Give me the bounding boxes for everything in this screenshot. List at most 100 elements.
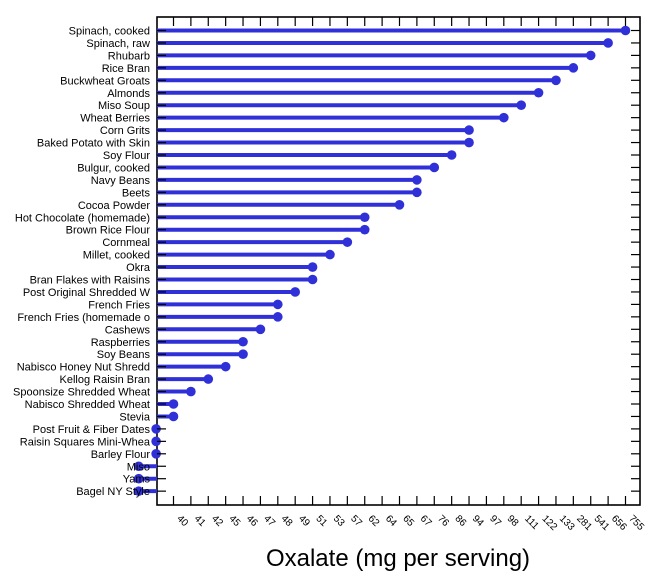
category-label: Spinach, raw [86, 38, 150, 50]
category-label: Raisin Squares Mini-Whea [20, 436, 151, 448]
lollipop-dot [151, 449, 161, 459]
category-label: Buckwheat Groats [60, 75, 150, 87]
x-tick-label: 111 [522, 513, 541, 532]
category-label: Post Original Shredded W [23, 287, 151, 299]
x-tick-label: 656 [609, 513, 629, 533]
x-tick-label: 133 [557, 513, 577, 533]
x-tick-label: 62 [366, 513, 382, 529]
category-label: Soy Flour [103, 150, 150, 162]
lollipop-dot [412, 187, 422, 198]
category-label: Kellog Raisin Bran [60, 374, 151, 386]
x-tick-label: 76 [435, 513, 451, 529]
lollipop-dot [168, 411, 179, 422]
lollipop-dot [446, 150, 457, 160]
category-label: Rice Bran [102, 63, 150, 75]
x-tick-label: 281 [574, 513, 594, 533]
category-label: Beets [122, 187, 151, 199]
category-label: Yams [123, 474, 151, 486]
x-tick-label: 42 [209, 513, 225, 529]
x-tick-label: 541 [592, 513, 612, 533]
plot-border [156, 16, 641, 506]
lollipop-dot [325, 249, 335, 260]
lollipop-dot [255, 324, 266, 335]
category-label: French Fries (homemade o [17, 312, 150, 324]
x-tick-label: 65 [400, 513, 416, 529]
x-tick-labels: 40 41 42 45 46 47 48 49 51 53 57 62 64 65 67 76 86 94 97 98… [174, 513, 646, 533]
category-label: Almonds [107, 88, 150, 100]
category-label: Cocoa Powder [78, 200, 150, 212]
lollipop-dot [359, 212, 370, 223]
lollipop-dot [551, 75, 561, 86]
lollipop-dot [603, 38, 613, 48]
lollipop-dot [464, 137, 474, 148]
category-label: Bran Flakes with Raisins [30, 275, 151, 287]
lollipop-dot [186, 386, 196, 397]
lollipop-dot [151, 424, 161, 434]
lollipop-dot [273, 312, 283, 322]
lollipop-dot [585, 50, 596, 61]
lollipop-dot [533, 87, 544, 98]
category-label: Nabisco Shredded Wheat [25, 399, 150, 411]
x-tick-label: 41 [192, 513, 208, 529]
lollipop-dot [620, 25, 631, 36]
category-label: Okra [126, 262, 151, 274]
x-axis-title: Oxalate (mg per serving) [266, 545, 530, 572]
lollipop-dot [499, 112, 509, 123]
category-label: Nabisco Honey Nut Shredd [17, 362, 150, 374]
category-label: Rhubarb [108, 50, 150, 62]
lollipop-dot [394, 200, 405, 210]
category-label: Spoonsize Shredded Wheat [13, 387, 150, 399]
lollipop-dot [307, 262, 318, 272]
lollipop-dot [238, 336, 248, 347]
lollipop-dots [133, 25, 631, 496]
lollipop-dot [290, 287, 300, 297]
x-tick-label: 46 [244, 513, 260, 529]
category-label: Hot Chocolate (homemade) [15, 212, 150, 224]
lollipop-dot [516, 100, 526, 110]
lollipop-dot [429, 162, 440, 173]
x-tick-label: 48 [279, 513, 295, 529]
lollipop-dot [342, 237, 353, 247]
category-label: Brown Rice Flour [66, 225, 151, 237]
category-label: Baked Potato with Skin [37, 138, 150, 150]
x-tick-label: 755 [626, 513, 646, 533]
category-label: Cashews [105, 324, 151, 336]
lollipop-dot [133, 486, 144, 496]
category-label: Millet, cooked [83, 250, 150, 262]
category-label: Spinach, cooked [69, 26, 150, 38]
lollipop-stems [138, 28, 626, 494]
lollipop-dot [203, 374, 214, 384]
x-tick-label: 122 [539, 513, 559, 533]
category-label: Cornmeal [102, 237, 150, 249]
category-label: Corn Grits [100, 125, 151, 137]
category-label: Barley Flour [91, 449, 151, 461]
category-label: Raspberries [91, 337, 151, 349]
lollipop-dot [273, 299, 283, 310]
x-tick-label: 40 [174, 513, 190, 529]
lollipop-dot [568, 63, 579, 73]
category-label: Wheat Berries [80, 113, 150, 125]
lollipop-dot [220, 361, 231, 372]
category-label: Miso [127, 461, 150, 473]
x-tick-label: 51 [313, 513, 329, 529]
x-tick-label: 64 [383, 513, 399, 529]
axis-ticks [157, 17, 640, 505]
x-tick-label: 86 [453, 513, 469, 529]
category-label: Soy Beans [97, 349, 151, 361]
category-label: French Fries [88, 299, 150, 311]
category-label: Bagel NY Style [76, 486, 150, 498]
x-tick-label: 45 [227, 513, 243, 529]
lollipop-dot [238, 349, 248, 360]
x-tick-label: 97 [487, 513, 503, 529]
lollipop-dot [168, 399, 179, 409]
lollipop-dot [412, 175, 422, 185]
x-tick-label: 94 [470, 513, 486, 529]
lollipop-dot [464, 125, 474, 135]
x-tick-label: 98 [505, 513, 521, 529]
lollipop-dot [133, 461, 144, 472]
x-tick-label: 47 [261, 513, 277, 529]
lollipop-dot [359, 224, 370, 235]
category-label: Navy Beans [91, 175, 151, 187]
